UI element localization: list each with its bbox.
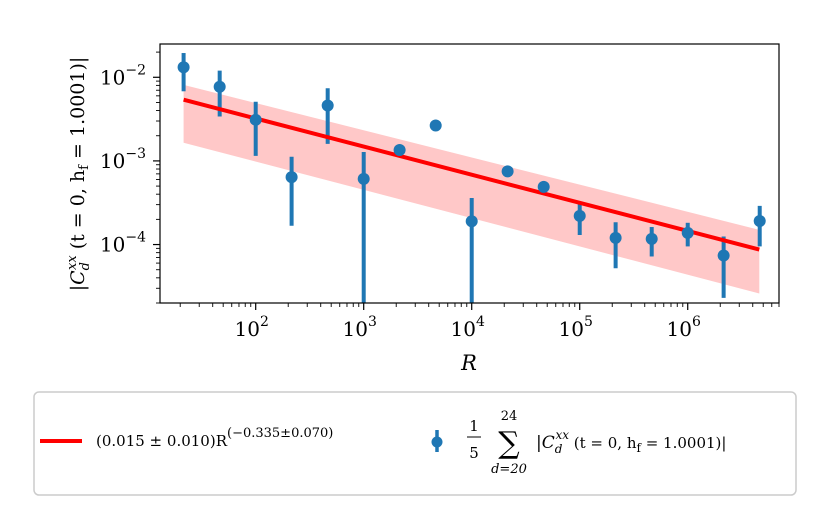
y-axis-label-tail: = 1.0001)| [67, 57, 89, 165]
fit-line [183, 97, 760, 252]
legend-frac-num: 1 [469, 417, 479, 435]
y-tick-label: 10−3 [100, 146, 146, 173]
legend-fit-label-exp: (−0.335±0.070) [227, 426, 333, 441]
y-axis-label-mid: (t = 0, h [67, 170, 89, 256]
data-point-2 [249, 113, 262, 126]
x-tick-label: 106 [667, 314, 701, 341]
x-tick-label: 103 [343, 314, 377, 341]
data-point-15 [717, 249, 730, 262]
fit-line-layer [183, 97, 760, 252]
x-tick-label: 105 [559, 314, 593, 341]
legend-expr-tail: = 1.0001)| [641, 434, 727, 452]
legend-box [33, 391, 797, 496]
data-point-1 [213, 80, 226, 93]
data-point-5 [357, 172, 370, 185]
legend-expr-sub: d [555, 442, 563, 456]
data-point-3 [285, 171, 298, 184]
data-point-6 [393, 144, 406, 157]
y-tick-label: 10−4 [100, 230, 146, 257]
legend-sum-lower: d=20 [491, 462, 527, 477]
legend-expr-sup: xx [555, 428, 569, 442]
y-axis-label: |Cdxx (t = 0, hf = 1.0001)| [65, 57, 93, 292]
data-point-14 [681, 226, 694, 239]
x-tick-label: 104 [451, 314, 485, 341]
legend-fit-label-base: (0.015 ± 0.010)R [96, 432, 228, 450]
x-tick-layer: 102 103 104 105 106 [179, 303, 780, 341]
data-point-layer [177, 61, 766, 262]
y-axis-label-sup: xx [65, 255, 80, 270]
data-point-7 [429, 119, 442, 132]
legend-data-label: 1 5 24 ∑ d=20 |Cdxx (t = 0, hf = 1.0001)… [467, 409, 726, 477]
legend-data-swatch [431, 430, 443, 452]
data-point-13 [645, 232, 658, 245]
y-tick-label: 10−2 [100, 62, 146, 89]
data-point-4 [321, 99, 334, 112]
data-point-12 [609, 231, 622, 244]
data-point-0 [177, 61, 190, 74]
x-axis-label: R [460, 351, 477, 375]
legend-expr-rest-sub: f [636, 441, 642, 455]
y-axis-label-open: |C [67, 270, 89, 291]
legend-sum-symbol: ∑ [498, 426, 520, 461]
data-point-10 [537, 180, 550, 193]
data-point-9 [501, 165, 514, 178]
legend-sum-upper: 24 [501, 409, 518, 424]
data-point-16 [753, 215, 766, 228]
legend-expr-open: |C [536, 433, 555, 453]
legend-data-expr: |Cdxx (t = 0, hf = 1.0001)| [536, 428, 726, 456]
legend-frac-den: 5 [469, 444, 479, 462]
y-axis-label-sub2: f [77, 164, 92, 170]
legend-fit-label: (0.015 ± 0.010)R(−0.335±0.070) [96, 426, 333, 450]
x-tick-label: 102 [235, 314, 269, 341]
legend-expr-rest: (t = 0, h [569, 434, 637, 452]
y-axis-label-sub: d [78, 262, 93, 270]
y-tick-layer: 10−2 10−3 10−4 [100, 51, 160, 304]
data-point-8 [465, 215, 478, 228]
data-point-11 [573, 209, 586, 222]
